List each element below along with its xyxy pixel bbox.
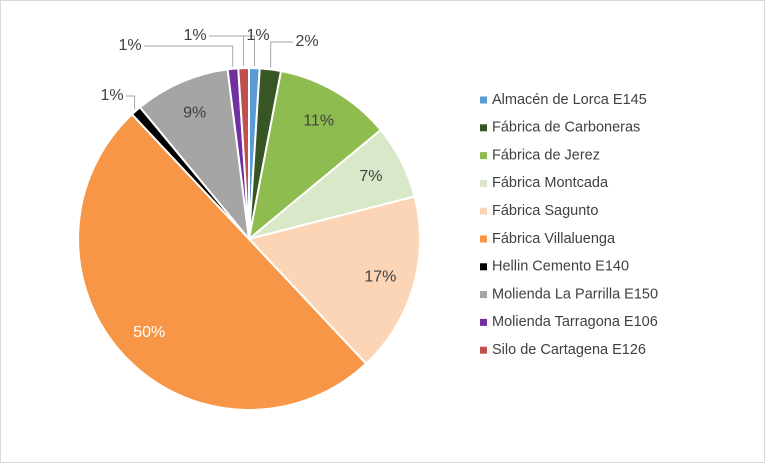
legend-label: Silo de Cartagena E126 [492,342,646,358]
leader-line [144,45,234,67]
data-label: 1% [246,27,269,44]
legend-label: Molienda Tarragona E106 [492,314,658,330]
legend-swatch [480,263,487,271]
legend-label: Hellin Cemento E140 [492,259,629,275]
pie-slice [247,69,383,242]
pie-slice [76,112,368,412]
legend-swatch [480,96,487,104]
data-label: 11% [303,112,334,129]
legend-swatch [480,235,487,243]
data-label: 1% [100,87,123,104]
leader-line [209,35,245,67]
legend-label: Fábrica Villaluenga [492,231,616,247]
leader-line [126,95,136,110]
data-label: 2% [295,33,318,50]
legend-label: Almacén de Lorca E145 [492,92,647,108]
legend-swatch [480,124,487,132]
pie-slice [138,68,251,243]
legend-swatch [480,291,487,299]
legend-label: Fábrica Sagunto [492,203,598,219]
legend-label: Molienda La Parrilla E150 [492,286,658,302]
legend-swatch [480,346,487,354]
legend-swatch [480,318,487,326]
legend-swatch [480,179,487,187]
legend-label: Fábrica de Carboneras [492,120,640,136]
data-label: 9% [183,105,206,122]
legend-label: Fábrica de Jerez [492,147,600,163]
pie-slice [247,195,421,366]
legend-swatch [480,152,487,160]
data-label: 7% [359,168,382,185]
data-label: 1% [183,27,206,44]
pie-slice [237,66,250,240]
leader-line [270,41,293,68]
leader-line [244,35,255,67]
data-label: 17% [364,268,396,285]
legend-label: Fábrica Montcada [492,175,609,191]
data-label: 50% [133,324,165,341]
legend-swatch [480,207,487,215]
data-label: 1% [118,37,141,54]
